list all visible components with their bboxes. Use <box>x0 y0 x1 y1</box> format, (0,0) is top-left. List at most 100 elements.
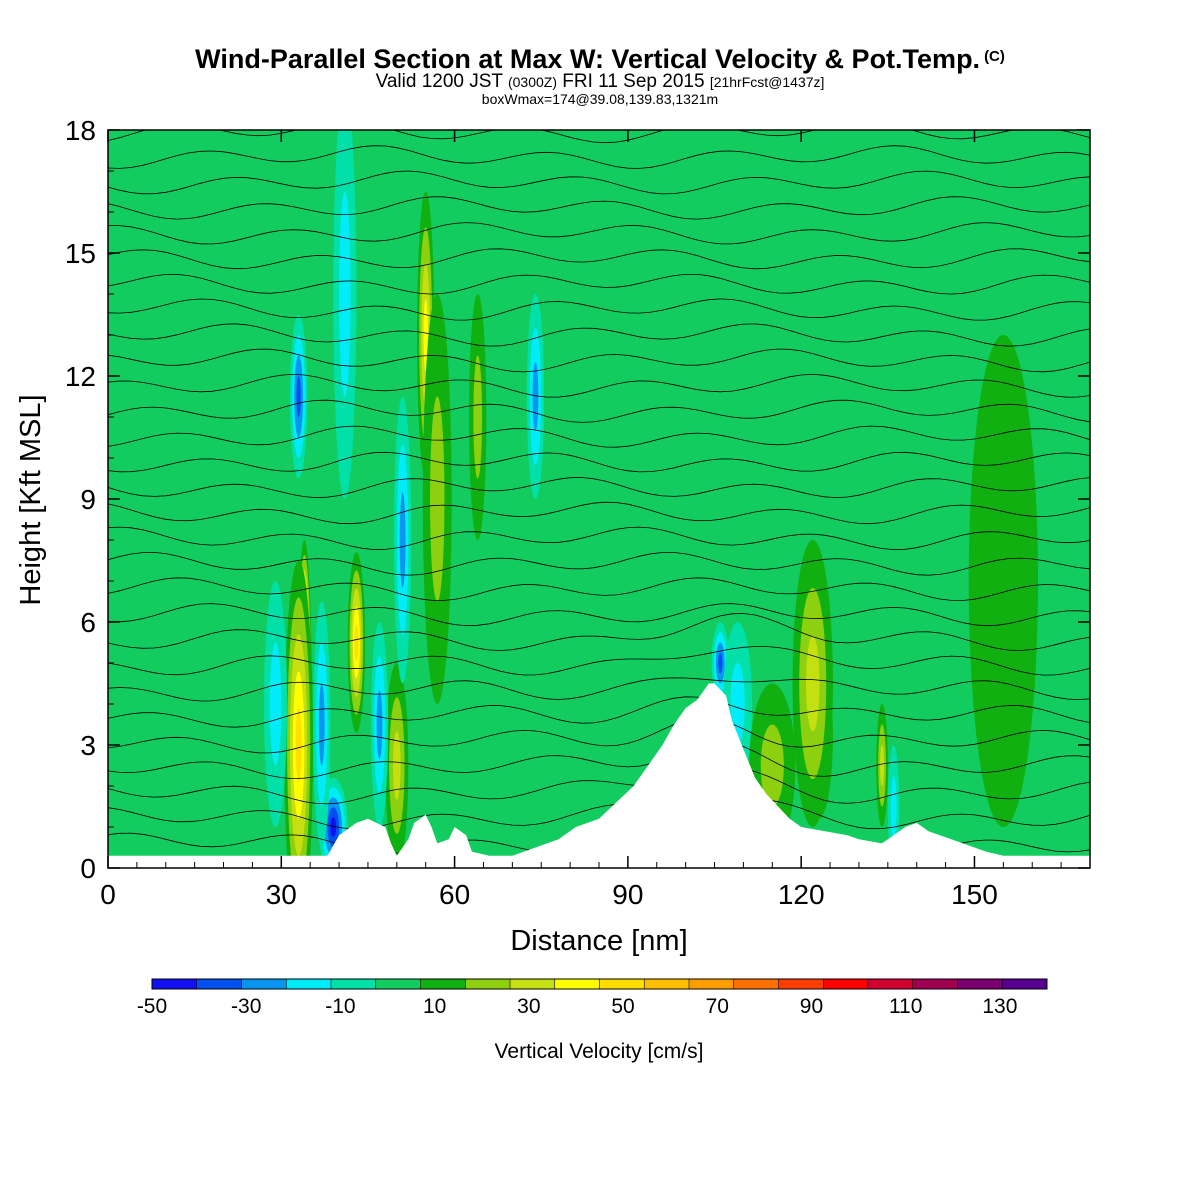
theta-contour-line <box>108 696 1090 728</box>
y-tick-label: 15 <box>65 238 96 269</box>
downdraft-band <box>269 642 282 766</box>
colorbar-swatch <box>733 979 779 989</box>
colorbar-swatch <box>644 979 690 989</box>
theta-contour-line <box>108 248 1090 270</box>
updraft-band <box>805 635 820 732</box>
downdraft-band <box>890 775 897 838</box>
y-tick-label: 18 <box>65 115 96 146</box>
theta-contour-line <box>108 145 1090 169</box>
colorbar-swatch <box>778 979 824 989</box>
x-tick-label: 0 <box>100 879 116 910</box>
downdraft-band <box>399 492 406 588</box>
colorbar-swatch <box>823 979 869 989</box>
colorbar-tick-label: 50 <box>611 995 634 1018</box>
y-axis-label: Height [Kft MSL] <box>15 394 47 605</box>
updraft-band <box>430 396 445 602</box>
y-tick-label: 12 <box>65 361 96 392</box>
downdraft-band <box>296 376 301 417</box>
theta-contour-line <box>108 798 1090 830</box>
y-tick-label: 3 <box>80 730 96 761</box>
colorbar-tick-label: 90 <box>800 995 823 1018</box>
colorbar-label: Vertical Velocity [cm/s] <box>495 1040 704 1063</box>
theta-contour-line <box>108 425 1090 448</box>
theta-contour-line <box>108 451 1090 473</box>
colorbar-tick-label: -10 <box>325 995 355 1018</box>
valid-prefix: Valid 1200 JST <box>375 71 503 92</box>
updraft-band <box>473 355 483 479</box>
field-background <box>108 130 1090 868</box>
box-info: boxWmax=174@39.08,139.83,1321m <box>481 91 719 107</box>
colorbar-swatch <box>957 979 1003 989</box>
colorbar-swatch <box>510 979 556 989</box>
colorbar-tick-label: 130 <box>982 995 1017 1018</box>
theta-contour-line <box>108 348 1090 373</box>
theta-contour-line <box>108 477 1090 499</box>
colorbar-tick-label: 110 <box>889 995 922 1018</box>
axes: 0 30 60 90 120 150 0 3 6 9 12 15 18 <box>65 115 1091 910</box>
theta-contour-line <box>108 646 1090 676</box>
colorbar-swatch <box>554 979 600 989</box>
title-main: Wind-Parallel Section at Max W: Vertical… <box>195 44 981 74</box>
updraft-band <box>392 731 401 800</box>
colorbar-swatch <box>331 979 377 989</box>
colorbar-tick-label: 30 <box>517 995 540 1018</box>
colorbar-tick-label: -50 <box>137 995 167 1018</box>
updraft-band <box>968 335 1039 827</box>
y-tick-label: 0 <box>80 853 96 884</box>
theta-contour-line <box>108 526 1090 551</box>
chart-title: Wind-Parallel Section at Max W: Vertical… <box>0 44 1200 75</box>
colorbar-swatch <box>196 979 242 989</box>
colorbar-tick-label: -30 <box>231 995 261 1018</box>
colorbar-swatch <box>286 979 332 989</box>
theta-contour-line <box>108 577 1090 601</box>
colorbar-tick-label: 10 <box>423 995 446 1018</box>
theta-contour-line <box>108 373 1090 398</box>
theta-contour-line <box>108 196 1090 220</box>
colorbar-swatch <box>375 979 421 989</box>
theta-contour-line <box>108 741 1090 780</box>
updraft-band <box>354 624 359 661</box>
y-tick-label: 9 <box>80 484 96 515</box>
colorbar-swatch <box>241 979 287 989</box>
theta-contour-line <box>108 677 1090 702</box>
colorbar-swatch <box>868 979 914 989</box>
theta-contour-line <box>108 501 1090 525</box>
forecast-info: [21hrFcst@1437z] <box>709 74 825 90</box>
x-tick-label: 90 <box>612 879 643 910</box>
updraft-band <box>880 745 885 786</box>
theta-contour-line <box>108 399 1090 423</box>
theta-contour-line <box>108 222 1090 245</box>
updraft-band <box>423 299 428 371</box>
theta-contour-line <box>108 323 1090 347</box>
colorbar-swatch <box>152 979 198 989</box>
valid-date: FRI 11 Sep 2015 <box>562 71 705 92</box>
x-tick-label: 150 <box>951 879 998 910</box>
colorbar-tick-label: 70 <box>706 995 729 1018</box>
x-tick-label: 120 <box>778 879 825 910</box>
y-tick-label: 6 <box>80 607 96 638</box>
colorbar-swatch <box>1002 979 1048 989</box>
updraft-band <box>760 724 784 807</box>
downdraft-band <box>376 690 383 759</box>
copyright-mark: (C) <box>984 48 1005 65</box>
colorbar: -50 -30 -10 10 30 50 70 90 110 130 <box>137 978 1048 1018</box>
theta-contour-line <box>108 768 1090 805</box>
theta-contour-line <box>108 551 1090 576</box>
theta-contour-line <box>108 603 1090 627</box>
theta-contour-line <box>108 613 1090 651</box>
theta-contour-line <box>108 298 1090 321</box>
downdraft-band <box>339 191 351 397</box>
theta-contour-line <box>108 273 1090 295</box>
downdraft-band <box>532 362 539 431</box>
colorbar-swatch <box>465 979 511 989</box>
x-tick-label: 30 <box>266 879 297 910</box>
downdraft-band <box>718 652 723 674</box>
theta-contour-line <box>108 717 1090 754</box>
theta-contour-line <box>108 130 1090 144</box>
terrain-mask <box>108 683 1090 868</box>
x-axis-label: Distance [nm] <box>510 925 687 957</box>
colorbar-swatch <box>599 979 645 989</box>
downdraft-band <box>330 817 337 837</box>
colorbar-swatch <box>689 979 735 989</box>
